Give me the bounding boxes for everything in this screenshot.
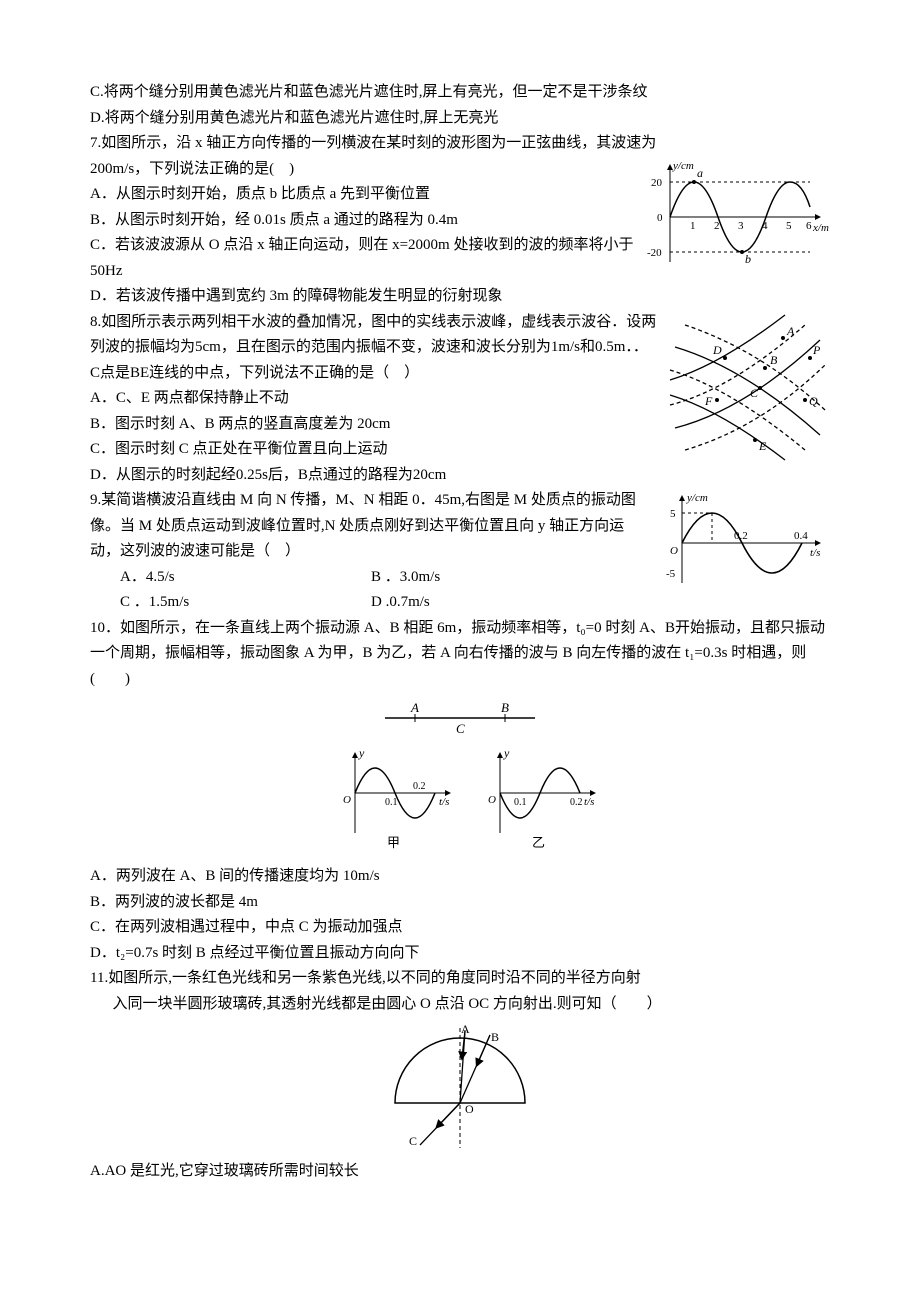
q8-stem: 8.如图所示表示两列相干水波的叠加情况，图中的实线表示波峰，虚线表示波谷．设两列… bbox=[90, 310, 657, 387]
svg-text:0.1: 0.1 bbox=[514, 797, 527, 808]
svg-text:B: B bbox=[501, 700, 509, 715]
svg-text:B: B bbox=[491, 1030, 499, 1044]
svg-text:6: 6 bbox=[806, 220, 812, 232]
q10-stem: 10．如图所示，在一条直线上两个振动源 A、B 相距 6m，振动频率相等，t₀=… bbox=[90, 616, 830, 693]
svg-text:3: 3 bbox=[738, 220, 744, 232]
svg-text:0.2: 0.2 bbox=[734, 530, 748, 542]
q10-option-d: D．t₂=0.7s 时刻 B 点经过平衡位置且振动方向向下 bbox=[90, 941, 830, 967]
svg-text:O: O bbox=[343, 794, 351, 806]
svg-text:0.2: 0.2 bbox=[570, 797, 583, 808]
q10-option-b: B．两列波的波长都是 4m bbox=[90, 890, 830, 916]
svg-text:t/s: t/s bbox=[810, 547, 820, 559]
svg-text:乙: 乙 bbox=[532, 835, 545, 850]
svg-text:A: A bbox=[461, 1023, 470, 1036]
svg-text:Q: Q bbox=[809, 394, 818, 408]
q10-figure: A B C O 0.1 0.2 t/s y 甲 O 0.1 0.2 t/s y … bbox=[295, 698, 625, 858]
svg-text:O: O bbox=[488, 794, 496, 806]
svg-text:-5: -5 bbox=[666, 568, 676, 580]
q11-stem-line2: 入同一块半圆形玻璃砖,其透射光线都是由圆心 O 点沿 OC 方向射出.则可知（ … bbox=[113, 996, 662, 1012]
q8-option-c: C．图示时刻 C 点正处在平衡位置且向上运动 bbox=[90, 437, 657, 463]
svg-text:0.1: 0.1 bbox=[385, 797, 398, 808]
svg-text:O: O bbox=[670, 545, 678, 557]
q7-option-b: B．从图示时刻开始，经 0.01s 质点 a 通过的路程为 0.4m bbox=[90, 208, 637, 234]
q9-option-a: A．4.5/s bbox=[90, 565, 371, 591]
q10-option-c: C．在两列波相遇过程中，中点 C 为振动加强点 bbox=[90, 915, 830, 941]
q8-interference-figure: A B C D P F Q E bbox=[665, 310, 830, 465]
q7-option-d: D．若该波传播中遇到宽约 3m 的障碍物能发生明显的衍射现象 bbox=[90, 284, 637, 310]
q8-option-a: A．C、E 两点都保持静止不动 bbox=[90, 386, 657, 412]
svg-text:20: 20 bbox=[651, 177, 663, 189]
svg-text:b: b bbox=[745, 252, 751, 266]
q6-option-d: D.将两个缝分别用黄色滤光片和蓝色滤光片遮住时,屏上无亮光 bbox=[90, 106, 830, 132]
svg-text:O: O bbox=[465, 1102, 474, 1116]
svg-text:y: y bbox=[358, 746, 365, 760]
svg-text:E: E bbox=[758, 439, 767, 453]
svg-text:甲: 甲 bbox=[387, 835, 400, 850]
svg-text:x/m: x/m bbox=[812, 222, 829, 234]
svg-text:y/cm: y/cm bbox=[686, 492, 708, 504]
q7-wave-figure: 1 2 3 4 5 6 x/m 20 0 -20 y/cm a b bbox=[645, 157, 830, 272]
svg-text:5: 5 bbox=[670, 508, 676, 520]
svg-text:y: y bbox=[503, 746, 510, 760]
svg-text:4: 4 bbox=[762, 220, 768, 232]
svg-text:C: C bbox=[456, 721, 465, 736]
q9-stem: 9.某简谐横波沿直线由 M 向 N 传播，M、N 相距 0．45m,右图是 M … bbox=[90, 488, 652, 565]
svg-text:P: P bbox=[812, 343, 821, 357]
svg-text:C: C bbox=[409, 1134, 417, 1148]
svg-text:A: A bbox=[410, 700, 419, 715]
q7-stem-line1: 7.如图所示，沿 x 轴正方向传播的一列横波在某时刻的波形图为一正弦曲线，其波速… bbox=[90, 131, 830, 157]
q10-option-a: A．两列波在 A、B 间的传播速度均为 10m/s bbox=[90, 864, 830, 890]
svg-text:1: 1 bbox=[690, 220, 696, 232]
svg-text:t/s: t/s bbox=[584, 796, 594, 808]
svg-text:0.2: 0.2 bbox=[413, 781, 426, 792]
q8-option-d: D．从图示的时刻起经0.25s后，B点通过的路程为20cm bbox=[90, 463, 657, 489]
svg-text:5: 5 bbox=[786, 220, 792, 232]
q9-option-b: B ．3.0m/s bbox=[371, 565, 652, 591]
svg-text:a: a bbox=[697, 166, 703, 180]
svg-text:C: C bbox=[750, 386, 759, 400]
q9-option-c: C ．1.5m/s bbox=[90, 590, 371, 616]
q6-option-c: C.将两个缝分别用黄色滤光片和蓝色滤光片遮住时,屏上有亮光，但一定不是干涉条纹 bbox=[90, 80, 830, 106]
q11-stem-line1: 11.如图所示,一条红色光线和另一条紫色光线,以不同的角度同时沿不同的半径方向射 bbox=[90, 970, 641, 986]
q9-option-d: D .0.7m/s bbox=[371, 590, 652, 616]
q9-vibration-figure: y/cm 5 -5 O 0.2 0.4 t/s bbox=[660, 488, 830, 593]
q7-option-a: A．从图示时刻开始，质点 b 比质点 a 先到平衡位置 bbox=[90, 182, 637, 208]
svg-text:D: D bbox=[712, 343, 722, 357]
q7-option-c: C．若该波波源从 O 点沿 x 轴正向运动，则在 x=2000m 处接收到的波的… bbox=[90, 233, 637, 284]
svg-text:y/cm: y/cm bbox=[672, 160, 694, 172]
svg-text:0.4: 0.4 bbox=[794, 530, 808, 542]
svg-text:0: 0 bbox=[657, 212, 663, 224]
svg-text:-20: -20 bbox=[647, 247, 662, 259]
q7-stem-line2: 200m/s，下列说法正确的是( ) bbox=[90, 157, 637, 183]
q11-option-a: A.AO 是红光,它穿过玻璃砖所需时间较长 bbox=[90, 1159, 830, 1185]
svg-text:F: F bbox=[704, 394, 713, 408]
svg-text:t/s: t/s bbox=[439, 796, 449, 808]
q11-semicircle-figure: A B O C bbox=[365, 1023, 555, 1153]
svg-text:A: A bbox=[786, 324, 795, 338]
q8-option-b: B．图示时刻 A、B 两点的竖直高度差为 20cm bbox=[90, 412, 657, 438]
svg-text:B: B bbox=[770, 353, 778, 367]
svg-text:2: 2 bbox=[714, 220, 720, 232]
